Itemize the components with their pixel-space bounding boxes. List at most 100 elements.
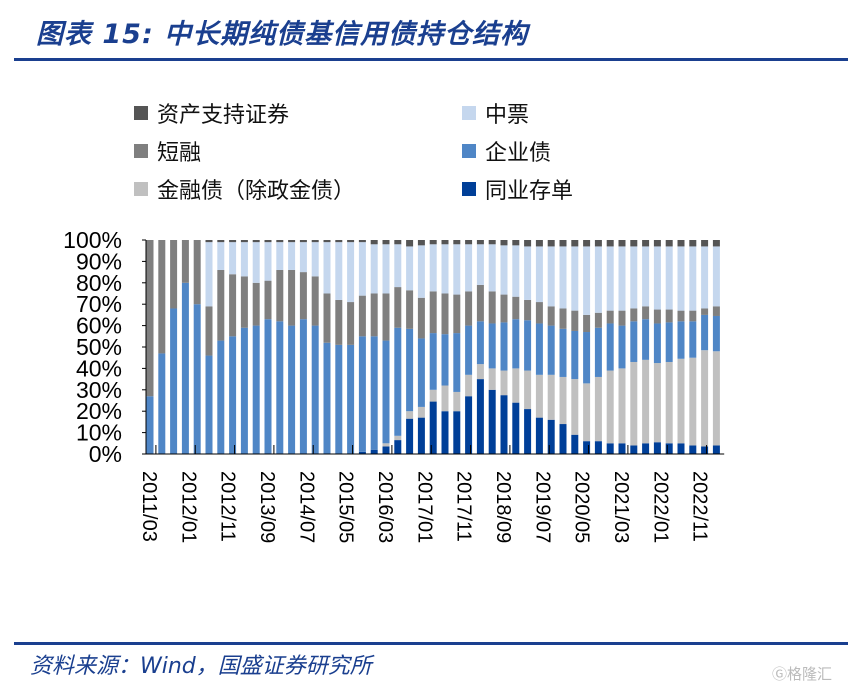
- bar-segment: [335, 299, 343, 345]
- bar-segment: [406, 240, 414, 247]
- bar-segment: [500, 322, 508, 371]
- bar-segment: [476, 240, 484, 245]
- bar-segment: [429, 244, 437, 292]
- bar-segment: [417, 406, 425, 418]
- title-divider: [14, 58, 848, 61]
- bar-segment: [618, 443, 626, 454]
- bar-segment: [689, 445, 697, 454]
- bar-segment: [488, 244, 496, 292]
- bar-segment: [217, 340, 225, 454]
- bar-segment: [535, 374, 543, 418]
- x-tick-label: 2021/03: [610, 471, 632, 543]
- bar-segment: [512, 402, 520, 454]
- y-tick-label: 0%: [89, 441, 122, 467]
- bar-segment: [370, 244, 378, 294]
- bar-segment: [205, 242, 213, 307]
- bar-segment: [406, 411, 414, 419]
- bar-segment: [453, 333, 461, 392]
- bar-segment: [382, 240, 390, 245]
- bar-segment: [429, 333, 437, 390]
- bar-segment: [547, 306, 555, 326]
- bar-segment: [429, 240, 437, 245]
- bar-segment: [583, 240, 591, 247]
- legend-swatch: [134, 182, 148, 196]
- bar-segment: [240, 327, 248, 454]
- bar-segment: [701, 240, 709, 247]
- watermark-icon: Ⓖ: [772, 665, 788, 683]
- bar-segment: [394, 240, 402, 245]
- bar-segment: [288, 325, 296, 454]
- bar-segment: [170, 240, 178, 309]
- bar-segment: [441, 334, 449, 386]
- bar-segment: [571, 434, 579, 454]
- bar-segment: [276, 240, 284, 243]
- bar-segment: [571, 310, 579, 331]
- bar-segment: [559, 424, 567, 454]
- bar-segment: [441, 293, 449, 335]
- bar-segment: [642, 246, 650, 307]
- bar-segment: [665, 322, 673, 362]
- bar-segment: [583, 246, 591, 315]
- bar-segment: [429, 401, 437, 454]
- bar-segment: [252, 325, 260, 454]
- bar-segment: [276, 269, 284, 322]
- bar-segment: [500, 240, 508, 246]
- bar-segment: [488, 368, 496, 390]
- legend-item: 中票: [462, 97, 529, 129]
- bar-segment: [712, 246, 720, 307]
- y-tick-label: 70%: [76, 291, 122, 317]
- bar-segment: [441, 244, 449, 294]
- bar-segment: [535, 323, 543, 375]
- bar-segment: [665, 361, 673, 444]
- bar-segment: [630, 321, 638, 362]
- bar-segment: [653, 309, 661, 324]
- bar-segment: [453, 240, 461, 245]
- bar-segment: [406, 328, 414, 412]
- x-tick-label: 2012/01: [177, 471, 199, 543]
- legend-swatch: [134, 144, 148, 158]
- bar-segment: [382, 340, 390, 444]
- bar-segment: [299, 240, 307, 243]
- bar-segment: [323, 342, 331, 454]
- bar-segment: [406, 290, 414, 329]
- bar-segment: [417, 245, 425, 298]
- legend-swatch: [462, 106, 476, 120]
- bar-segment: [358, 451, 366, 454]
- bar-segment: [689, 357, 697, 446]
- source-note: 资料来源：Wind，国盛证券研究所: [30, 654, 372, 679]
- bar-segment: [500, 395, 508, 454]
- bar-segment: [583, 314, 591, 333]
- x-tick-label: 2012/11: [217, 471, 239, 542]
- bar-segment: [429, 389, 437, 402]
- bar-segment: [571, 240, 579, 247]
- bar-segment: [630, 361, 638, 446]
- bar-segment: [653, 246, 661, 310]
- watermark-logo: Ⓖ格隆汇: [772, 663, 832, 684]
- bar-segment: [559, 376, 567, 425]
- bar-segment: [240, 242, 248, 277]
- bar-segment: [276, 242, 284, 270]
- bar-segment: [252, 242, 260, 283]
- bar-segment: [535, 240, 543, 247]
- bar-segment: [394, 435, 402, 441]
- bar-segment: [311, 325, 319, 454]
- bar-segment: [217, 242, 225, 270]
- bar-segment: [476, 321, 484, 365]
- bar-segment: [512, 245, 520, 297]
- bar-segment: [229, 274, 237, 337]
- y-tick-label: 20%: [76, 398, 122, 424]
- bar-segment: [264, 319, 272, 454]
- legend-item: 企业债: [462, 135, 551, 167]
- bar-segment: [665, 443, 673, 454]
- y-tick-label: 30%: [76, 377, 122, 403]
- bar-segment: [465, 240, 473, 245]
- legend-item: 金融债（除政金债）: [134, 173, 355, 205]
- bar-segment: [630, 445, 638, 454]
- bar-segment: [594, 246, 602, 313]
- bar-segment: [500, 245, 508, 295]
- bar-segment: [370, 336, 378, 450]
- bar-segment: [689, 246, 697, 311]
- bar-segment: [606, 323, 614, 371]
- bar-segment: [642, 359, 650, 444]
- bar-segment: [583, 383, 591, 442]
